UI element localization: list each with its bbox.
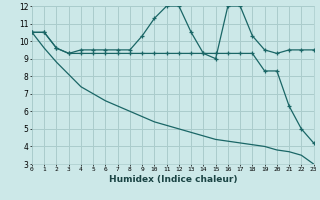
X-axis label: Humidex (Indice chaleur): Humidex (Indice chaleur) (108, 175, 237, 184)
